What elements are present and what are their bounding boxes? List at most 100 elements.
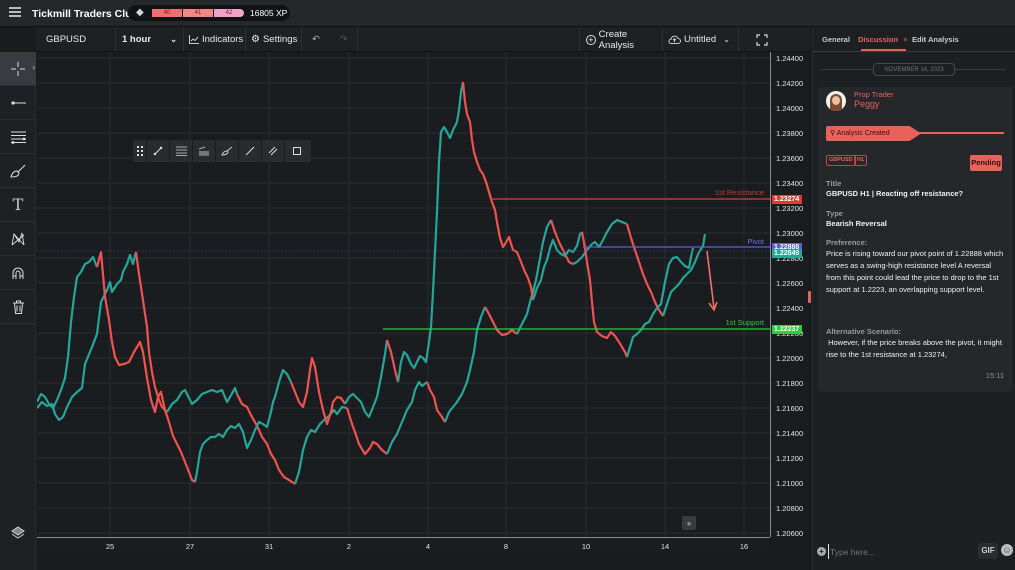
y-tick: 1.23200 xyxy=(776,204,804,213)
analysis-title: GBPUSD H1 | Reacting off resistance? xyxy=(826,189,964,198)
undo-icon: ↶ xyxy=(312,34,320,45)
emoji-icon: ☺ xyxy=(1002,545,1012,555)
rectangle-button[interactable] xyxy=(285,140,308,162)
brush-tool[interactable] xyxy=(0,154,36,188)
fib-icon xyxy=(176,146,187,156)
emoji-button[interactable]: ☺ xyxy=(1001,544,1013,556)
chart-canvas[interactable]: 1st Resistance Pivot 1st Support ● xyxy=(37,52,770,537)
trendline-icon xyxy=(153,146,163,156)
tab-edit-analysis[interactable]: Edit Analysis xyxy=(912,35,959,44)
create-analysis-label: Create Analysis xyxy=(598,28,635,51)
layers-button[interactable] xyxy=(0,516,36,550)
gif-button[interactable]: GIF xyxy=(978,543,998,559)
create-analysis-button[interactable]: + Create Analysis xyxy=(579,27,663,52)
tab-discussion[interactable]: Discussion × xyxy=(858,35,908,44)
indicators-label: Indicators xyxy=(202,34,244,45)
y-tick: 1.21200 xyxy=(776,454,804,463)
analysis-card: Prop Trader Peggy ⚲ Analysis Created GBP… xyxy=(818,87,1012,392)
lightbulb-icon: ● xyxy=(686,518,692,528)
crosshair-tool[interactable]: › xyxy=(0,52,36,86)
indicators-icon xyxy=(189,35,199,44)
message-input[interactable] xyxy=(828,544,968,559)
horizontal-line-tool[interactable] xyxy=(0,86,36,120)
y-tick: 1.24000 xyxy=(776,104,804,113)
fib-button[interactable] xyxy=(170,140,193,162)
trash-tool[interactable] xyxy=(0,290,36,324)
y-tick: 1.21600 xyxy=(776,404,804,413)
trendline-button[interactable] xyxy=(147,140,170,162)
status-badge: Pending xyxy=(970,155,1002,171)
brush-button[interactable] xyxy=(216,140,239,162)
xp-level-1: 40 xyxy=(152,9,182,17)
chevron-right-icon: › xyxy=(32,63,35,72)
line-button[interactable] xyxy=(239,140,262,162)
idea-button[interactable]: ● xyxy=(682,516,696,530)
event-label: Analysis Created xyxy=(836,130,890,137)
active-tab-indicator xyxy=(861,49,906,51)
redo-button[interactable]: ↷ xyxy=(330,27,358,52)
y-tick: 1.22000 xyxy=(776,354,804,363)
support-price-tag: 1.22237 xyxy=(772,325,802,334)
timeframe-selector[interactable]: 1 hour ⌄ xyxy=(116,27,184,52)
message-time: 15:11 xyxy=(985,371,1004,380)
y-tick: 1.22800 xyxy=(776,254,804,263)
analysis-type: Bearish Reversal xyxy=(826,219,887,228)
channel-button[interactable] xyxy=(193,140,216,162)
drawing-float-toolbar xyxy=(133,140,311,162)
crosshair-icon xyxy=(11,61,25,76)
fibonacci-tool[interactable] xyxy=(0,120,36,154)
pivot-price-tag: 1.22888 xyxy=(772,243,802,252)
grip-icon xyxy=(136,146,143,156)
y-tick: 1.24400 xyxy=(776,54,804,63)
redo-icon: ↷ xyxy=(339,34,348,45)
settings-button[interactable]: ⚙ Settings xyxy=(246,27,302,52)
magnet-tool[interactable] xyxy=(0,256,36,290)
app-title: Tickmill Traders Club xyxy=(32,8,139,20)
preference-label: Preference: xyxy=(826,238,868,247)
message-input-bar: + GIF ☺ xyxy=(813,538,1015,568)
trash-icon xyxy=(12,300,24,314)
xp-value: 16805 XP xyxy=(250,8,288,18)
x-tick: 31 xyxy=(264,542,274,551)
indicators-button[interactable]: Indicators xyxy=(184,27,246,52)
close-icon[interactable]: × xyxy=(903,35,908,44)
resistance-label: 1st Resistance xyxy=(714,188,764,197)
drag-handle[interactable] xyxy=(133,140,147,162)
x-tick: 10 xyxy=(581,542,591,551)
symbol-label: GBPUSD xyxy=(46,34,87,45)
tag-timeframe[interactable]: H1 xyxy=(854,155,868,166)
pattern-icon xyxy=(11,232,25,245)
text-tool[interactable]: T xyxy=(0,188,36,222)
panel-resize-handle[interactable] xyxy=(808,291,811,303)
pattern-tool[interactable] xyxy=(0,222,36,256)
alt-scenario-text: However, if the price breaks above the p… xyxy=(826,338,1005,359)
time-axis[interactable]: 25 27 31 2 4 8 10 14 16 xyxy=(37,537,770,557)
avatar xyxy=(826,91,846,111)
fullscreen-button[interactable] xyxy=(739,27,785,52)
y-tick: 1.23800 xyxy=(776,129,804,138)
y-tick: 1.20800 xyxy=(776,504,804,513)
x-tick: 4 xyxy=(425,542,431,551)
settings-label: Settings xyxy=(262,34,298,45)
parallel-line-button[interactable] xyxy=(262,140,285,162)
channel-icon xyxy=(198,146,209,156)
resistance-price-tag: 1.23274 xyxy=(772,195,802,204)
tab-general[interactable]: General xyxy=(822,35,850,44)
menu-icon[interactable] xyxy=(9,7,21,17)
event-line xyxy=(918,132,1004,134)
timeframe-label: 1 hour xyxy=(122,34,152,45)
pivot-label: Pivot xyxy=(747,237,764,246)
add-attachment-icon[interactable]: + xyxy=(817,547,826,556)
x-tick: 8 xyxy=(503,542,509,551)
xp-progress: ◆ 40 41 42 16805 XP xyxy=(128,5,290,21)
symbol-selector[interactable]: GBPUSD xyxy=(36,27,116,52)
x-tick: 25 xyxy=(105,542,115,551)
author-name[interactable]: Peggy xyxy=(854,99,880,109)
price-axis[interactable]: 1.24400 1.24200 1.24000 1.23800 1.23600 … xyxy=(770,52,808,538)
y-tick: 1.21400 xyxy=(776,429,804,438)
undo-button[interactable]: ↶ xyxy=(302,27,330,52)
analysis-panel: General Discussion × Edit Analysis NOVEM… xyxy=(812,27,1015,570)
type-label: Type xyxy=(826,209,843,218)
tag-symbol[interactable]: GBPUSD xyxy=(826,155,856,166)
layout-selector[interactable]: Untitled ⌄ xyxy=(663,27,739,52)
